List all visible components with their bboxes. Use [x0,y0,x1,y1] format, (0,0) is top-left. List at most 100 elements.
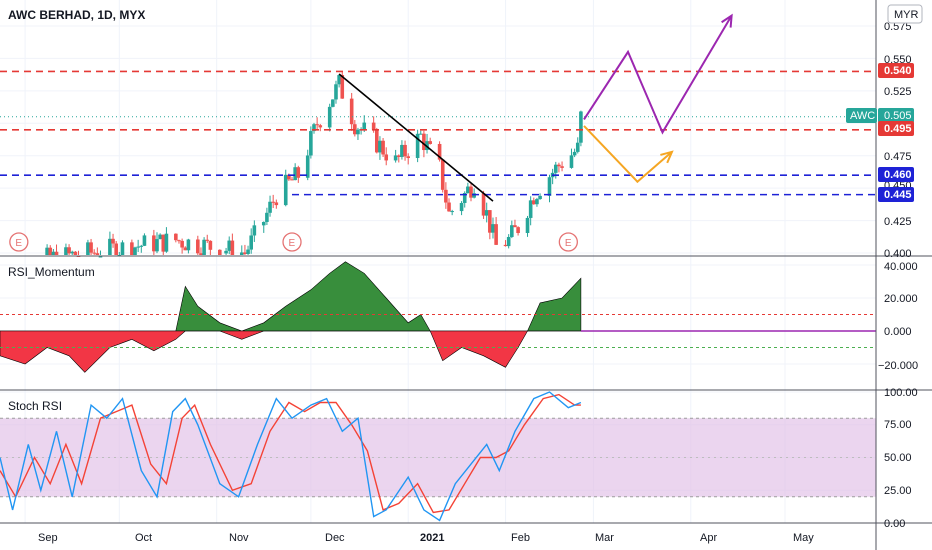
candle-body [462,193,467,203]
level-tag-0445: 0.445 [884,189,912,201]
candle-body [152,235,156,252]
candle-body [400,144,404,157]
currency-button[interactable]: MYR [887,4,923,24]
candle-body [108,238,112,255]
trendline[interactable] [338,73,494,202]
time-label-feb: Feb [511,532,530,544]
bearish-projection-path[interactable] [583,125,673,184]
candle-body [488,210,492,233]
time-axis[interactable]: Sep Oct Nov Dec 2021 Feb Mar Apr May [38,532,814,544]
candle-body [265,212,269,222]
candle-body [183,247,188,251]
rsi-tick: 40.000 [884,261,918,273]
candle-body [227,240,232,251]
price-tick: 0.400 [884,248,912,260]
earnings-marker-circle [9,232,29,252]
price-pane[interactable]: E E E AWC BERHAD, 1D, MYX [0,8,876,258]
candle-body [239,252,244,255]
stoch-k-line [0,391,582,522]
candle-body [334,84,338,100]
candle-body [218,249,222,255]
candle-body [560,166,564,168]
candle-body [164,233,169,252]
earnings-marker-label: E [15,238,22,249]
stoch-rsi-lines [0,391,876,522]
price-tick: 0.525 [884,86,912,98]
candle-body [186,239,191,251]
candle-body [396,155,401,157]
rsi-momentum-axis[interactable]: 40.000 20.000 0.000 −20.000 [878,261,918,372]
candle-body [89,242,93,253]
price-tick: 0.475 [884,151,912,163]
candle-body [76,256,81,258]
time-label-oct: Oct [135,532,152,544]
candle-body [283,174,288,206]
candle-body [174,233,178,241]
candle-body [48,247,53,255]
currency-label: MYR [894,9,919,21]
candle-body [378,140,382,153]
candles-group [45,71,583,258]
horizontal-levels [0,70,876,196]
level-tag-0495: 0.495 [884,123,912,135]
time-label-may: May [793,532,814,544]
stoch-tick: 75.00 [884,419,912,431]
earnings-marker-circle [282,232,302,252]
bearish-arrowhead [660,150,674,164]
candle-body [356,129,360,135]
rsi-momentum-area [0,261,876,373]
rsi-momentum-pane[interactable]: RSI_Momentum [0,261,876,373]
candle-body [384,154,389,161]
candle-body [199,253,203,255]
candle-body [252,225,257,236]
price-axis[interactable]: 0.575 0.550 0.525 0.475 0.425 0.400 0.45… [846,4,923,260]
candle-body [67,247,71,254]
candle-body [287,174,291,180]
candle-body [64,247,68,255]
candle-body [425,141,429,151]
candle-body [114,243,118,255]
candle-body [393,155,398,161]
stoch-tick: 100.00 [884,387,918,399]
earnings-marker-label: E [565,238,572,249]
candle-body [447,202,451,212]
candle-body [202,239,206,255]
earnings-marker-circle [558,232,578,252]
candle-body [513,225,517,228]
rsi-tick: −20.000 [878,360,918,372]
candle-body [243,252,247,254]
stoch-tick: 0.00 [884,518,905,530]
candle-body [155,239,159,252]
candle-body [491,224,495,233]
candle-body [557,164,561,167]
time-label-mar: Mar [595,532,614,544]
candle-body [70,251,75,254]
bullish-projection-path[interactable] [583,15,733,135]
candle-body [381,140,385,155]
candle-body [572,151,577,156]
chart-title: AWC BERHAD, 1D, MYX [8,8,145,22]
rsi-tick: 20.000 [884,293,918,305]
stoch-rsi-pane[interactable]: Stoch RSI [0,391,876,522]
candle-body [415,133,420,159]
candle-body [459,202,464,212]
candle-body [98,256,103,258]
candle-body [569,155,574,168]
candle-body [54,251,59,255]
stoch-tick: 25.00 [884,485,912,497]
stoch-rsi-title: Stoch RSI [8,399,62,413]
bullish-arrowhead [721,13,733,28]
candle-body [268,201,272,213]
candle-body [111,238,115,244]
level-tag-0460: 0.460 [884,169,912,181]
candle-body [180,240,184,248]
candle-body [86,242,90,255]
candle-body [406,156,410,159]
stoch-rsi-axis[interactable]: 100.00 75.00 50.00 25.00 0.00 [884,387,918,530]
candle-body [553,164,558,173]
candle-body [494,224,498,245]
stoch-tick: 50.00 [884,452,912,464]
